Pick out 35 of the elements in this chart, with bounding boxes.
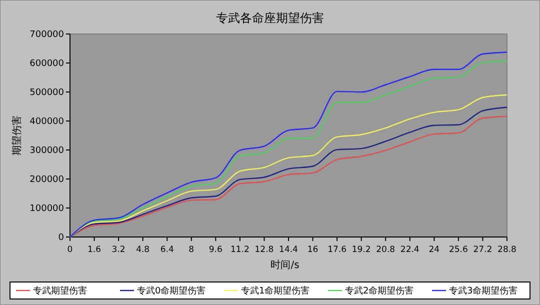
x-tick-label: 28.8 (498, 245, 516, 255)
x-tick-label: 25.6 (448, 245, 468, 255)
y-tick-label: 300000 (30, 146, 64, 156)
x-tick-label: 24 (428, 245, 440, 255)
y-tick-label: 700000 (30, 30, 64, 40)
chart-title: 专武各命座期望伤害 (216, 11, 324, 25)
x-tick-label: 20.8 (376, 245, 396, 255)
x-tick-label: 27.2 (473, 245, 492, 255)
x-tick-label: 3.2 (112, 245, 126, 255)
x-tick-label: 8 (188, 245, 194, 255)
x-tick-label: 16 (307, 245, 318, 255)
x-tick-label: 6.4 (160, 245, 174, 255)
x-tick-label: 9.6 (208, 245, 222, 255)
x-tick-label: 22.4 (400, 245, 420, 255)
x-tick-label: 19.2 (352, 245, 371, 255)
y-tick-label: 200000 (30, 175, 64, 186)
y-tick-label: 0 (58, 233, 64, 244)
legend-label: 专武3命期望伤害 (449, 286, 518, 297)
x-tick-label: 0 (67, 245, 73, 255)
legend-label: 专武0命期望伤害 (137, 286, 206, 297)
x-axis-title: 时间/s (270, 259, 300, 271)
legend-label: 专武2命期望伤害 (345, 286, 414, 297)
x-tick-label: 11.2 (230, 245, 250, 255)
y-tick-label: 400000 (30, 117, 64, 128)
x-tick-label: 12.8 (254, 245, 274, 255)
x-tick-label: 1.6 (88, 245, 102, 255)
x-tick-label: 4.8 (136, 245, 150, 255)
y-tick-label: 600000 (30, 59, 64, 70)
x-tick-label: 14.4 (279, 245, 298, 255)
x-tick-label: 17.6 (328, 245, 347, 255)
legend-label: 专武1命期望伤害 (241, 286, 310, 297)
legend-label: 专武期望伤害 (33, 286, 87, 297)
y-axis-title: 期望伤害 (11, 116, 23, 156)
y-tick-label: 100000 (30, 204, 64, 214)
y-tick-label: 500000 (30, 88, 64, 98)
